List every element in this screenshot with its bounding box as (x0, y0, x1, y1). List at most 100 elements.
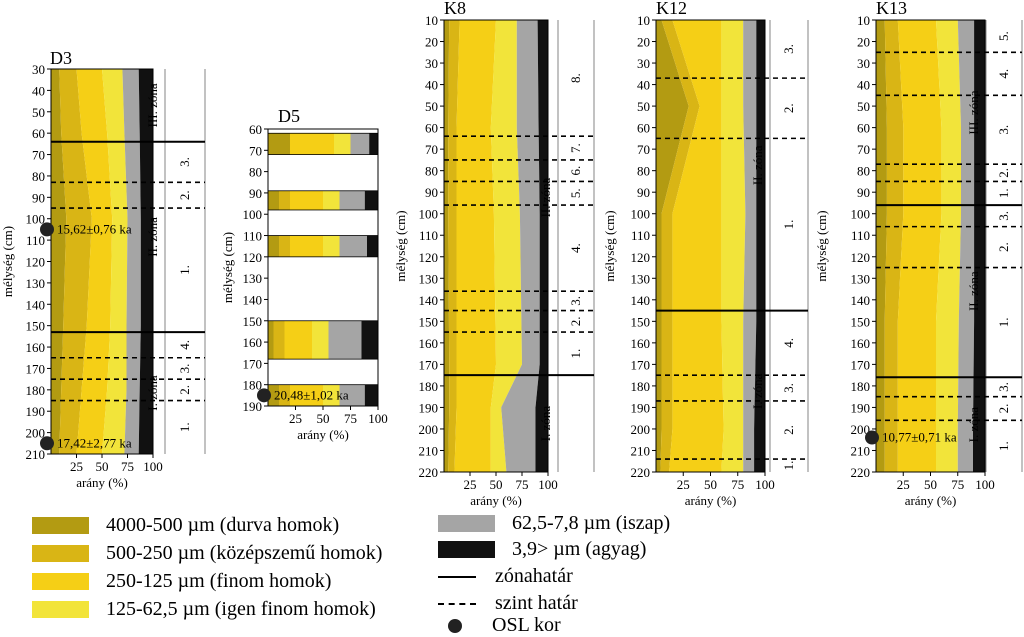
k8-ytick-label: 170 (419, 357, 439, 372)
k8-level-label: 4. (568, 243, 583, 253)
d3-ytick-label: 190 (26, 404, 46, 419)
k8-title: K8 (444, 0, 466, 18)
d3-ytick-label: 180 (26, 383, 46, 398)
k12-ytick-label: 80 (637, 164, 650, 179)
k13-ytick-label: 110 (851, 228, 870, 243)
d5-ytick-label: 100 (243, 207, 263, 222)
k12-ytick-label: 140 (631, 293, 651, 308)
d5-ytick-label: 150 (243, 314, 263, 329)
d3-osl-dot (40, 436, 54, 451)
d3-level-label: 2. (177, 385, 192, 395)
d5-bar-2-kozepszemu (279, 235, 290, 257)
d3-ytick-label: 40 (32, 83, 45, 98)
k13-title: K13 (876, 0, 907, 18)
k12-xtick-label: 50 (704, 477, 717, 492)
d5-bar-1-iszap (339, 190, 365, 210)
d5-bar-3-kozepszemu (273, 320, 285, 360)
d3-xtick-label: 75 (121, 459, 134, 474)
k12-level-label: 2. (781, 103, 796, 113)
d5-bar-1-finom (290, 190, 323, 210)
k8-zone-label: II. zóna (538, 177, 553, 217)
k13-level-label: 3. (996, 125, 1011, 135)
d5-ytick-label: 170 (243, 356, 263, 371)
d5-ytick-label: 110 (243, 229, 262, 244)
k13-osl-dot (865, 430, 879, 445)
d3-ytick-label: 100 (26, 212, 46, 227)
k13-area-igen_finom (936, 20, 961, 472)
k13-xlabel: arány (%) (905, 493, 957, 508)
k8-area-iszap (501, 20, 540, 472)
k12-zone-label: I. zóna (750, 373, 765, 409)
k12-ytick-label: 170 (631, 357, 651, 372)
k8-level-label: 2. (568, 316, 583, 326)
k13-area-agyag (973, 20, 985, 472)
d5-ytick-label: 80 (249, 165, 262, 180)
d3-area-finom (76, 69, 113, 454)
k13-osl-label: 10,77±0,71 ka (882, 430, 957, 445)
d5-bar-2-agyag (367, 235, 378, 257)
k13-level-label: 2. (996, 404, 1011, 414)
k12-area-igen_finom (721, 20, 746, 472)
d5-bar-3-agyag (361, 320, 378, 360)
d3-zone-label: III. zóna (145, 83, 160, 127)
k12-ytick-label: 110 (631, 228, 650, 243)
k13-level-label: 3. (996, 382, 1011, 392)
d3-osl-label: 15,62±0,76 ka (57, 221, 132, 236)
k13-ytick-label: 220 (851, 465, 871, 480)
k12-area-kozepszemu (660, 20, 700, 472)
k8-xtick-label: 75 (516, 477, 529, 492)
d5-bar-4-iszap (339, 384, 365, 406)
k8-area-agyag (535, 20, 548, 472)
d3-ytick-label: 90 (32, 190, 45, 205)
d3-area-kozepszemu (59, 69, 92, 454)
d5-ytick-label: 180 (243, 378, 263, 393)
k12-level-label: 3. (781, 44, 796, 54)
k13-xtick-label: 75 (951, 477, 964, 492)
k8-ytick-label: 200 (419, 422, 439, 437)
d5-osl-dot (257, 388, 271, 403)
d3-ytick-label: 160 (26, 340, 46, 355)
d5-frame (267, 128, 379, 407)
d5-ytick-label: 120 (243, 250, 263, 265)
d3-ytick-label: 80 (32, 169, 45, 184)
d3-osl-dot (40, 222, 54, 237)
d3-xlabel: arány (%) (76, 475, 128, 490)
k12-level-label: 1. (781, 461, 796, 471)
d3-ytick-label: 140 (26, 297, 46, 312)
k13-level-label: 2. (996, 168, 1011, 178)
k13-level-label: 5. (996, 31, 1011, 41)
k8-ytick-label: 150 (419, 314, 439, 329)
k8-ytick-label: 220 (419, 465, 439, 480)
d5-bar-3-finom (284, 320, 312, 360)
d5-bar-2-iszap (339, 235, 367, 257)
k12-title: K12 (656, 0, 687, 18)
k13-ylabel: mélység (cm) (814, 210, 829, 281)
k13-ytick-label: 200 (851, 422, 871, 437)
k13-ytick-label: 210 (851, 443, 871, 458)
k13-level-label: 2. (996, 242, 1011, 252)
k8-level-label: 5. (568, 188, 583, 198)
d3-level-label: 3. (177, 157, 192, 167)
k8-ytick-label: 140 (419, 293, 439, 308)
k12-ytick-label: 220 (631, 465, 651, 480)
d3-ytick-label: 70 (32, 148, 45, 163)
k8-ytick-label: 70 (425, 142, 438, 157)
k8-ytick-label: 20 (425, 35, 438, 50)
k13-level-label: 1. (996, 188, 1011, 198)
d3-ytick-label: 210 (26, 447, 46, 462)
k8-xtick-label: 50 (490, 477, 503, 492)
k13-ytick-label: 50 (857, 99, 870, 114)
k8-ytick-label: 50 (425, 99, 438, 114)
d3-ytick-label: 150 (26, 319, 46, 334)
k12-ytick-label: 70 (637, 142, 650, 157)
d5-bar-4-kozepszemu (279, 384, 290, 406)
k12-ytick-label: 20 (637, 35, 650, 50)
k13-level-label: 3. (996, 211, 1011, 221)
d5-ytick-label: 60 (249, 122, 262, 137)
d5-xtick-label: 100 (368, 411, 388, 426)
d3-osl-label: 17,42±2,77 ka (57, 435, 132, 450)
d3-level-label: 1. (177, 265, 192, 275)
d5-ytick-label: 70 (249, 143, 262, 158)
k12-ytick-label: 90 (637, 185, 650, 200)
d5-bar-2-igen_finom (323, 235, 340, 257)
